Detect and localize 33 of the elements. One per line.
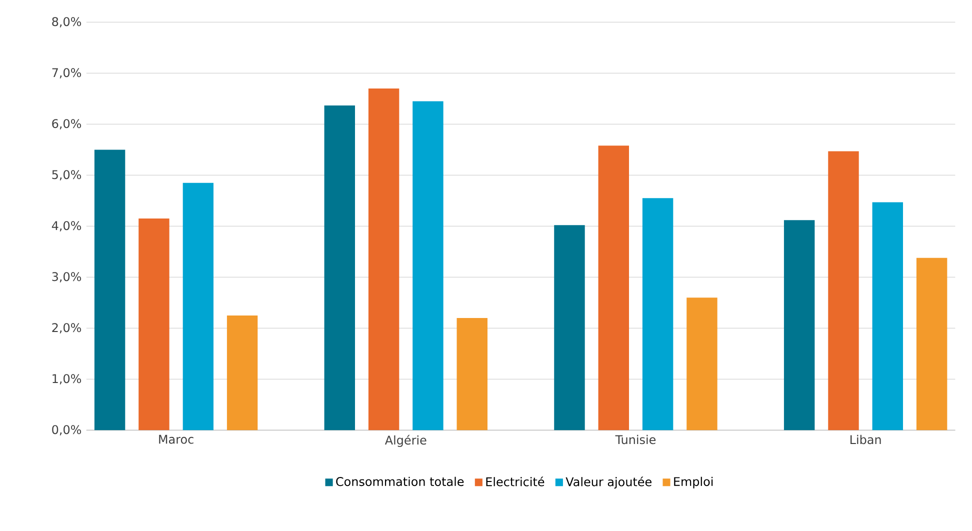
x-tick-label: Liban	[850, 434, 881, 444]
x-tick-label: Tunisie	[615, 434, 656, 444]
legend-label: Emploi	[674, 476, 713, 488]
bar	[138, 218, 170, 430]
bar	[368, 88, 400, 430]
legend-label: Valeur ajoutée	[566, 476, 652, 489]
bar	[554, 225, 585, 430]
bar	[642, 198, 674, 430]
bar	[324, 105, 355, 430]
bar	[456, 318, 488, 430]
y-tick-label: 8,0%	[52, 17, 82, 28]
legend-label: Electricité	[486, 476, 544, 486]
bar	[598, 146, 630, 430]
x-tick-label: Maroc	[159, 434, 194, 444]
bar	[182, 182, 214, 430]
x-tick-label: Algérie	[384, 434, 426, 447]
y-tick-label: 5,0%	[52, 170, 82, 180]
y-tick-label: 4,0%	[52, 221, 82, 232]
bar	[226, 315, 258, 430]
y-tick-label: 0,0%	[52, 425, 82, 436]
bar	[784, 220, 815, 430]
bar	[94, 150, 126, 430]
bar	[686, 298, 718, 430]
y-tick-label: 6,0%	[52, 119, 82, 130]
y-tick-label: 1,0%	[52, 374, 82, 384]
bar	[828, 151, 859, 430]
bar	[412, 101, 444, 430]
y-tick-label: 2,0%	[52, 323, 82, 334]
bar	[916, 258, 948, 430]
bar	[872, 202, 904, 430]
y-tick-label: 3,0%	[52, 272, 82, 282]
legend-label: Consommation totale	[336, 476, 464, 486]
y-tick-label: 7,0%	[52, 68, 82, 78]
